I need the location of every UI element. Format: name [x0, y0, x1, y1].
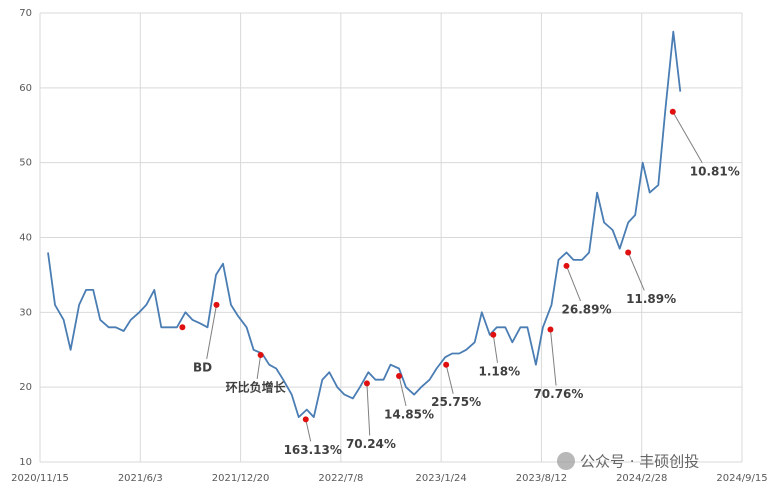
annotation: 1.18% [478, 364, 520, 378]
event-point [302, 416, 309, 423]
x-tick-label: 2021/6/3 [118, 473, 163, 484]
event-point [363, 380, 370, 387]
event-point [625, 249, 632, 256]
annotation-leader [445, 364, 454, 394]
event-point [213, 301, 220, 308]
watermark-icon [557, 452, 575, 470]
x-tick-label: 2020/11/15 [11, 473, 69, 484]
event-point [257, 351, 264, 358]
y-tick-label: 50 [19, 158, 32, 169]
annotation: 25.75% [431, 395, 481, 409]
y-tick-label: 40 [19, 233, 32, 244]
annotation-leader [206, 304, 217, 359]
event-point [563, 262, 570, 269]
y-tick-label: 10 [19, 457, 32, 468]
annotation: 26.89% [562, 302, 612, 316]
x-tick-label: 2023/1/24 [416, 473, 467, 484]
annotation: BD [193, 360, 212, 374]
annotation-leader [492, 334, 498, 363]
event-point [179, 324, 186, 331]
annotation: 环比负增长 [226, 379, 287, 394]
x-tick-label: 2022/7/8 [318, 473, 363, 484]
x-tick-label: 2023/8/12 [516, 473, 567, 484]
event-point [396, 372, 403, 379]
annotation: 70.76% [533, 387, 583, 401]
x-tick-label: 2024/2/28 [616, 473, 667, 484]
annotation: 70.24% [346, 437, 396, 451]
watermark: 公众号 · 丰硕创投 [580, 453, 699, 471]
y-tick-label: 20 [19, 382, 32, 393]
event-point [547, 326, 554, 333]
y-tick-label: 30 [19, 307, 32, 318]
y-tick-label: 60 [19, 83, 32, 94]
annotation-leader [256, 354, 262, 380]
annotation-leader [398, 375, 407, 407]
annotation-leader [627, 252, 645, 291]
annotation: 10.81% [690, 164, 740, 178]
event-point [669, 108, 676, 115]
annotation-leader [672, 111, 703, 164]
annotation: 14.85% [384, 407, 434, 421]
annotation-leader [366, 383, 371, 436]
price-line [47, 30, 682, 418]
y-tick-label: 70 [19, 8, 32, 19]
annotation-leader [549, 329, 557, 386]
event-point [443, 361, 450, 368]
x-tick-label: 2021/12/20 [212, 473, 270, 484]
x-tick-label: 2024/9/15 [716, 473, 767, 484]
event-point [490, 331, 497, 338]
annotation-leader [305, 419, 312, 442]
annotation: 11.89% [626, 292, 676, 306]
annotation: 163.13% [284, 443, 342, 457]
annotation-leader [566, 265, 581, 302]
